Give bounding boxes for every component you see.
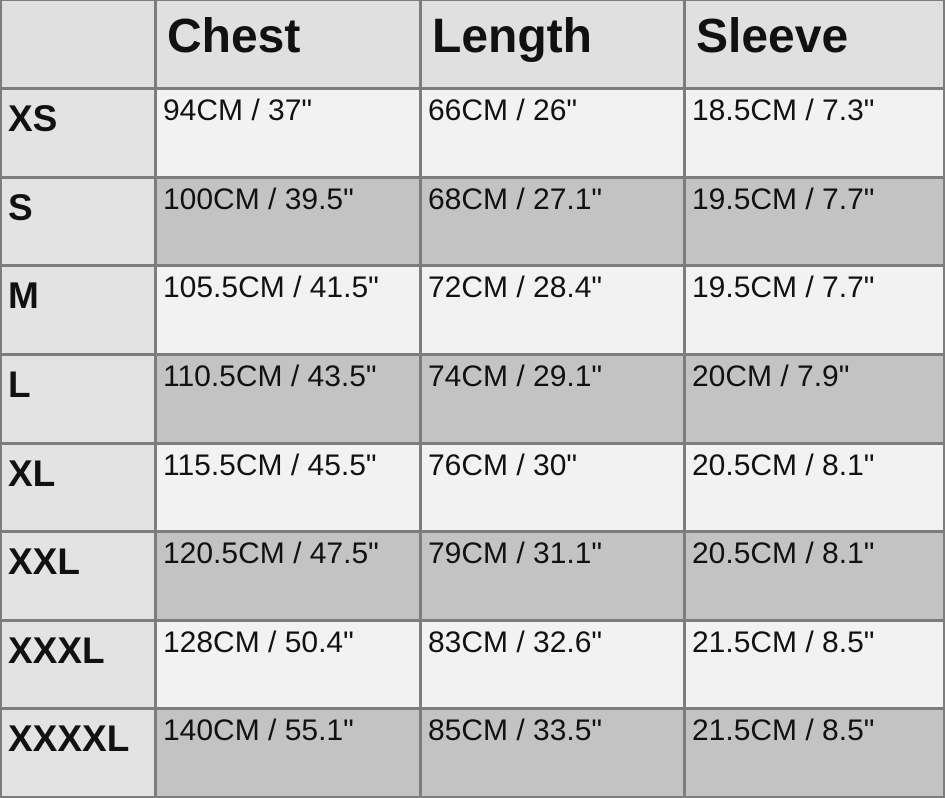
column-header: Sleeve (686, 1, 943, 87)
measurement-cell: 105.5CM / 41.5" (157, 267, 419, 353)
measurement-cell: 100CM / 39.5" (157, 178, 419, 265)
measurement-cell: 120.5CM / 47.5" (157, 533, 419, 619)
size-label: XXL (2, 533, 154, 619)
size-label: L (2, 355, 154, 442)
measurement-cell: 83CM / 32.6" (422, 621, 683, 708)
measurement-cell: 68CM / 27.1" (422, 178, 683, 265)
measurement-cell: 76CM / 30" (422, 444, 683, 531)
measurement-cell: 20.5CM / 8.1" (686, 533, 943, 619)
size-label: M (2, 267, 154, 353)
measurement-cell: 66CM / 26" (422, 90, 683, 176)
measurement-cell: 18.5CM / 7.3" (686, 90, 943, 176)
column-header: Chest (157, 1, 419, 87)
column-header: Length (422, 1, 683, 87)
measurement-cell: 21.5CM / 8.5" (686, 710, 943, 796)
size-label: XL (2, 444, 154, 531)
measurement-cell: 140CM / 55.1" (157, 710, 419, 796)
measurement-cell: 20CM / 7.9" (686, 355, 943, 442)
size-label: XXXL (2, 621, 154, 708)
measurement-cell: 110.5CM / 43.5" (157, 355, 419, 442)
measurement-cell: 85CM / 33.5" (422, 710, 683, 796)
size-label: S (2, 178, 154, 265)
measurement-cell: 128CM / 50.4" (157, 621, 419, 708)
measurement-cell: 115.5CM / 45.5" (157, 444, 419, 531)
measurement-cell: 19.5CM / 7.7" (686, 178, 943, 265)
measurement-cell: 74CM / 29.1" (422, 355, 683, 442)
measurement-cell: 19.5CM / 7.7" (686, 267, 943, 353)
measurement-cell: 21.5CM / 8.5" (686, 621, 943, 708)
size-label: XXXXL (2, 710, 154, 796)
measurement-cell: 94CM / 37" (157, 90, 419, 176)
measurement-cell: 20.5CM / 8.1" (686, 444, 943, 531)
measurement-cell: 72CM / 28.4" (422, 267, 683, 353)
corner-cell (2, 1, 154, 87)
measurement-cell: 79CM / 31.1" (422, 533, 683, 619)
size-label: XS (2, 90, 154, 176)
